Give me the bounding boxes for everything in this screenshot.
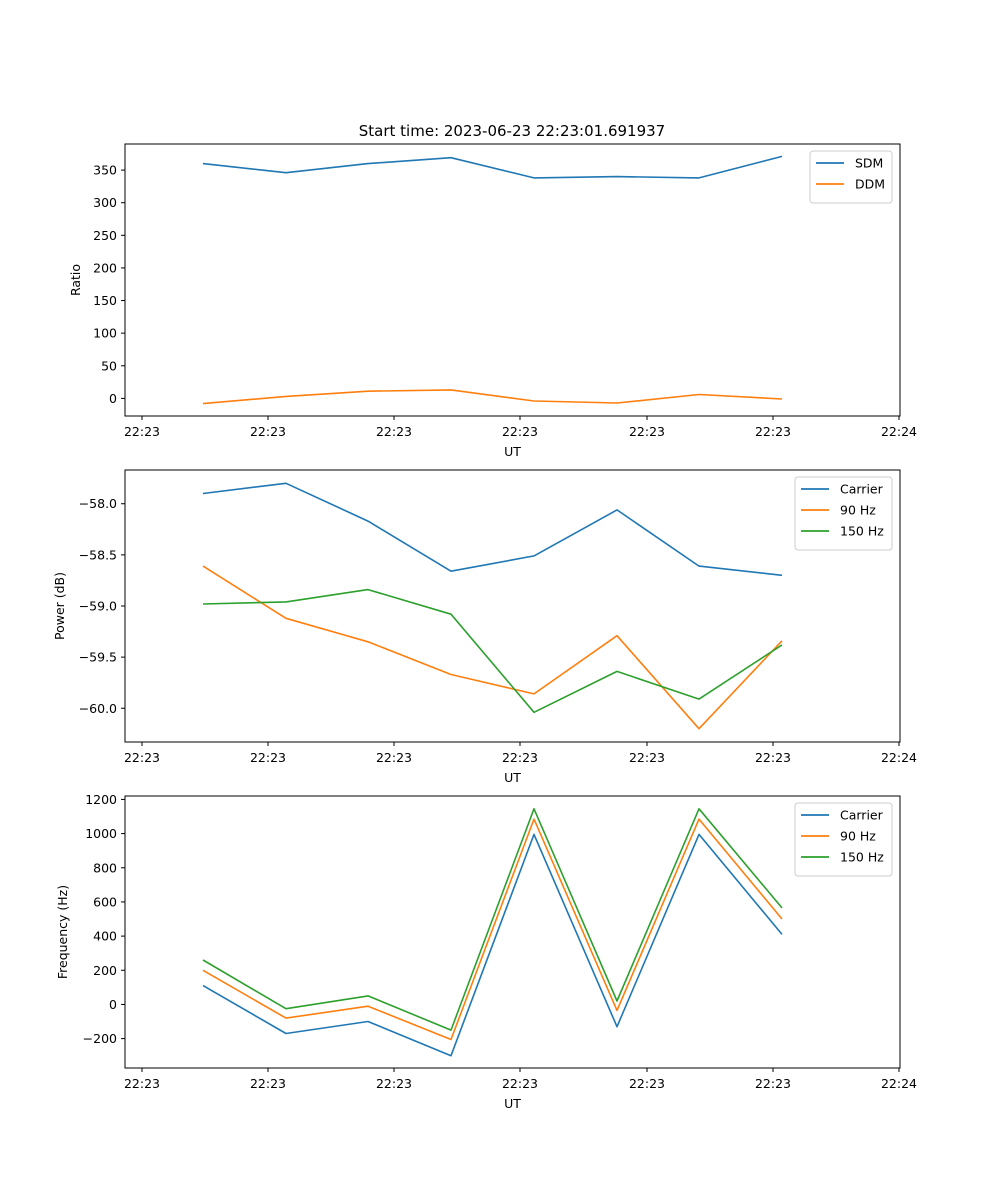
y-axis-label: Frequency (Hz) [55,885,70,979]
x-tick-label: 22:23 [124,1076,160,1091]
x-tick-label: 22:23 [629,750,665,765]
y-tick-label: 200 [93,963,117,978]
y-axis-label: Ratio [68,264,83,296]
x-tick-label: 22:23 [755,424,791,439]
x-axis-label: UT [504,444,521,459]
series-line-90-hz [202,565,783,730]
y-tick-label: 0 [109,391,117,406]
y-tick-label: 200 [93,260,117,275]
y-tick-label: −58.5 [79,547,117,562]
y-tick-label: 300 [93,195,117,210]
chart-panel-3: 22:23 22:23 22:23 22:23 22:23 22:23 22:24 UT −20… [55,792,917,1111]
y-tick-label: −200 [83,1031,117,1046]
series-line-150-hz [202,807,783,1031]
plot-area [124,143,901,417]
legend-label: Carrier [840,808,884,823]
x-tick-label: 22:24 [881,750,917,765]
legend-label: 90 Hz [840,503,876,518]
chart-panel-1: 22:23 22:23 22:23 22:23 22:23 22:23 22:24 UT 0 50… [68,143,917,459]
series-line-ddm [202,389,783,405]
x-tick-label: 22:23 [250,750,286,765]
x-tick-label: 22:23 [755,750,791,765]
y-tick-label: 1000 [85,826,117,841]
x-tick-label: 22:23 [124,424,160,439]
y-tick-label: 800 [93,860,117,875]
legend-label: Carrier [840,482,884,497]
y-axis-label: Power (dB) [52,572,67,640]
legend-label: DDM [855,177,885,192]
y-tick-label: 400 [93,929,117,944]
x-tick-label: 22:23 [502,750,538,765]
x-tick-label: 22:23 [502,424,538,439]
x-tick-label: 22:23 [502,1076,538,1091]
x-tick-label: 22:24 [881,424,917,439]
x-tick-label: 22:23 [124,750,160,765]
y-tick-label: −60.0 [79,701,117,716]
legend: Carrier 90 Hz 150 Hz [794,802,893,877]
legend-label: 150 Hz [840,850,884,865]
y-tick-label: 350 [93,163,117,178]
x-tick-label: 22:23 [629,424,665,439]
x-axis-label: UT [504,1096,521,1111]
y-tick-label: 100 [93,326,117,341]
x-tick-label: 22:23 [250,424,286,439]
x-axis-label: UT [504,770,521,785]
chart-panel-2: 22:23 22:23 22:23 22:23 22:23 22:23 22:24 UT −60… [52,469,917,785]
series-line-carrier [202,482,783,577]
legend-label: SDM [855,156,883,171]
y-tick-label: −58.0 [79,496,117,511]
y-tick-label: 0 [109,997,117,1012]
y-tick-label: 600 [93,894,117,909]
legend: Carrier 90 Hz 150 Hz [794,476,893,551]
figure-title: Start time: 2023-06-23 22:23:01.691937 [359,122,665,140]
series-line-sdm [202,155,783,179]
y-tick-label: −59.5 [79,650,117,665]
y-tick-label: 150 [93,293,117,308]
x-tick-label: 22:23 [755,1076,791,1091]
x-tick-label: 22:24 [881,1076,917,1091]
x-tick-label: 22:23 [376,750,412,765]
x-tick-label: 22:23 [376,424,412,439]
legend-label: 90 Hz [840,829,876,844]
x-tick-label: 22:23 [629,1076,665,1091]
x-tick-label: 22:23 [250,1076,286,1091]
y-tick-label: −59.0 [79,599,117,614]
series-line-carrier [202,833,783,1057]
series-line-150-hz [202,588,783,714]
plot-area [124,795,901,1069]
y-tick-label: 250 [93,228,117,243]
legend: SDM DDM [809,150,893,204]
x-tick-label: 22:23 [376,1076,412,1091]
y-tick-label: 1200 [85,792,117,807]
series-line-90-hz [202,818,783,1041]
legend-label: 150 Hz [840,524,884,539]
legend-box [809,150,893,204]
y-tick-label: 50 [101,358,117,373]
plot-area [124,469,901,743]
